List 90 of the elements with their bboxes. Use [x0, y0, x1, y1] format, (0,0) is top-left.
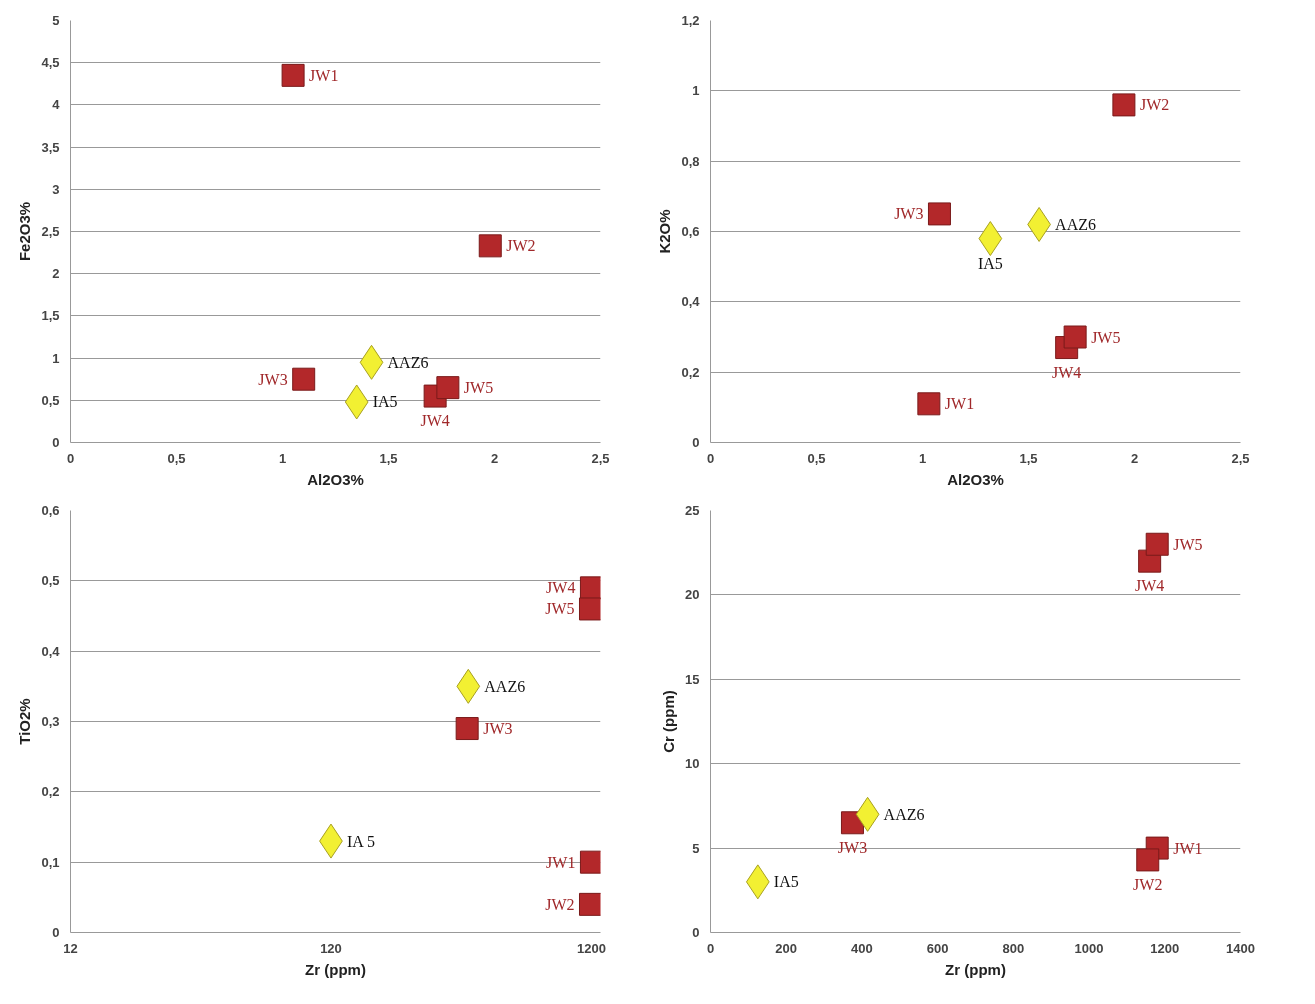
x-tick-label: 0,5: [167, 450, 186, 466]
annotation: AAZ6: [883, 805, 925, 823]
y-axis-title: K2O%: [656, 209, 674, 254]
y-tick-label: 0,4: [41, 643, 61, 659]
x-axis-title: Al2O3%: [307, 470, 364, 488]
y-tick-label: 0: [692, 435, 700, 450]
annotation: JW4: [420, 412, 450, 430]
annotation: JW3: [837, 838, 868, 856]
x-tick-label: 1: [918, 450, 927, 466]
x-tick-label: 400: [851, 940, 873, 956]
annotation: AAZ6: [1055, 215, 1096, 233]
annotation: JW3: [258, 370, 288, 388]
y-tick-label: 25: [685, 503, 700, 518]
x-axis-title: Zr (ppm): [305, 960, 366, 978]
x-tick-label: 2: [1130, 450, 1139, 466]
annotation: JW1: [944, 395, 975, 413]
annotation: JW4: [546, 579, 576, 597]
annotation: IA 5: [346, 832, 375, 850]
annotation: IA5: [977, 254, 1003, 272]
y-tick-label: 10: [685, 756, 700, 772]
annotation: JW5: [463, 379, 494, 397]
annotation: JW1: [546, 853, 576, 871]
y-tick-label: 0,6: [41, 503, 60, 518]
annotation: JW1: [1173, 839, 1203, 857]
y-tick-label: 0,5: [41, 392, 60, 408]
annotation: AAZ6: [387, 353, 429, 371]
annotation: JW3: [483, 720, 513, 738]
annotation: JW5: [545, 600, 575, 618]
x-tick-label: 2,5: [591, 450, 610, 466]
y-tick-label: 1: [692, 83, 700, 99]
x-tick-label: 120: [320, 940, 342, 956]
x-tick-label: 2: [490, 450, 499, 466]
y-tick-label: 5: [52, 13, 60, 28]
annotation: IA5: [773, 873, 799, 891]
x-tick-label: 1200: [576, 940, 606, 956]
x-tick-label: 800: [1002, 940, 1025, 956]
y-tick-label: 0,1: [41, 854, 60, 870]
y-tick-label: 0: [52, 925, 60, 940]
y-tick-label: 1,5: [41, 308, 60, 324]
annotation: JW2: [506, 237, 536, 255]
x-axis-title: Al2O3%: [947, 470, 1004, 488]
x-tick-label: 200: [775, 940, 798, 956]
y-tick-label: 4,5: [41, 55, 60, 71]
y-tick-label: 0,6: [681, 224, 700, 239]
x-tick-label: 600: [926, 940, 949, 956]
annotation: JW5: [1091, 328, 1121, 346]
x-tick-label: 0: [706, 450, 715, 466]
x-tick-label: 12: [63, 940, 78, 956]
x-axis-title: Zr (ppm): [945, 960, 1006, 978]
annotation: IA5: [372, 393, 398, 411]
x-tick-label: 1: [278, 450, 287, 466]
x-tick-label: 1200: [1150, 940, 1180, 956]
y-tick-label: 15: [685, 671, 700, 687]
annotation: JW1: [309, 66, 339, 84]
y-tick-label: 0,8: [681, 153, 700, 169]
y-tick-label: 1: [52, 350, 60, 366]
x-tick-label: 0,5: [807, 450, 826, 466]
annotation: JW2: [545, 895, 575, 913]
x-tick-label: 0: [706, 940, 715, 956]
y-tick-label: 0,5: [41, 573, 60, 589]
x-tick-label: 1,5: [1019, 450, 1038, 466]
y-tick-label: 1,2: [681, 13, 700, 28]
x-tick-label: 1000: [1074, 940, 1104, 956]
y-tick-label: 0,4: [681, 294, 701, 310]
y-tick-label: 0: [52, 435, 60, 450]
annotation: AAZ6: [484, 677, 526, 695]
y-tick-label: 4: [52, 97, 61, 113]
y-axis-title: Cr (ppm): [660, 690, 678, 753]
annotation: JW5: [1173, 535, 1203, 553]
annotation: JW4: [1052, 363, 1082, 381]
x-tick-label: 1400: [1226, 940, 1255, 956]
y-tick-label: 3: [52, 181, 60, 197]
x-tick-label: 0: [66, 450, 75, 466]
y-tick-label: 0,2: [681, 364, 700, 380]
annotation: JW3: [894, 205, 924, 223]
annotation: JW4: [1134, 577, 1165, 595]
y-axis-title: TiO2%: [16, 698, 34, 745]
x-tick-label: 2,5: [1231, 450, 1250, 466]
y-tick-label: 5: [692, 840, 700, 856]
annotation: JW2: [1139, 96, 1170, 114]
y-tick-label: 20: [685, 587, 700, 603]
annotation: JW2: [1133, 875, 1163, 893]
y-tick-label: 2: [52, 266, 60, 282]
y-tick-label: 0: [692, 925, 700, 940]
y-tick-label: 3,5: [41, 139, 60, 155]
y-tick-label: 2,5: [41, 224, 60, 239]
y-tick-label: 0,2: [41, 784, 60, 800]
y-axis-title: Fe2O3%: [16, 201, 34, 262]
y-tick-label: 0,3: [41, 714, 60, 729]
x-tick-label: 1,5: [379, 450, 398, 466]
